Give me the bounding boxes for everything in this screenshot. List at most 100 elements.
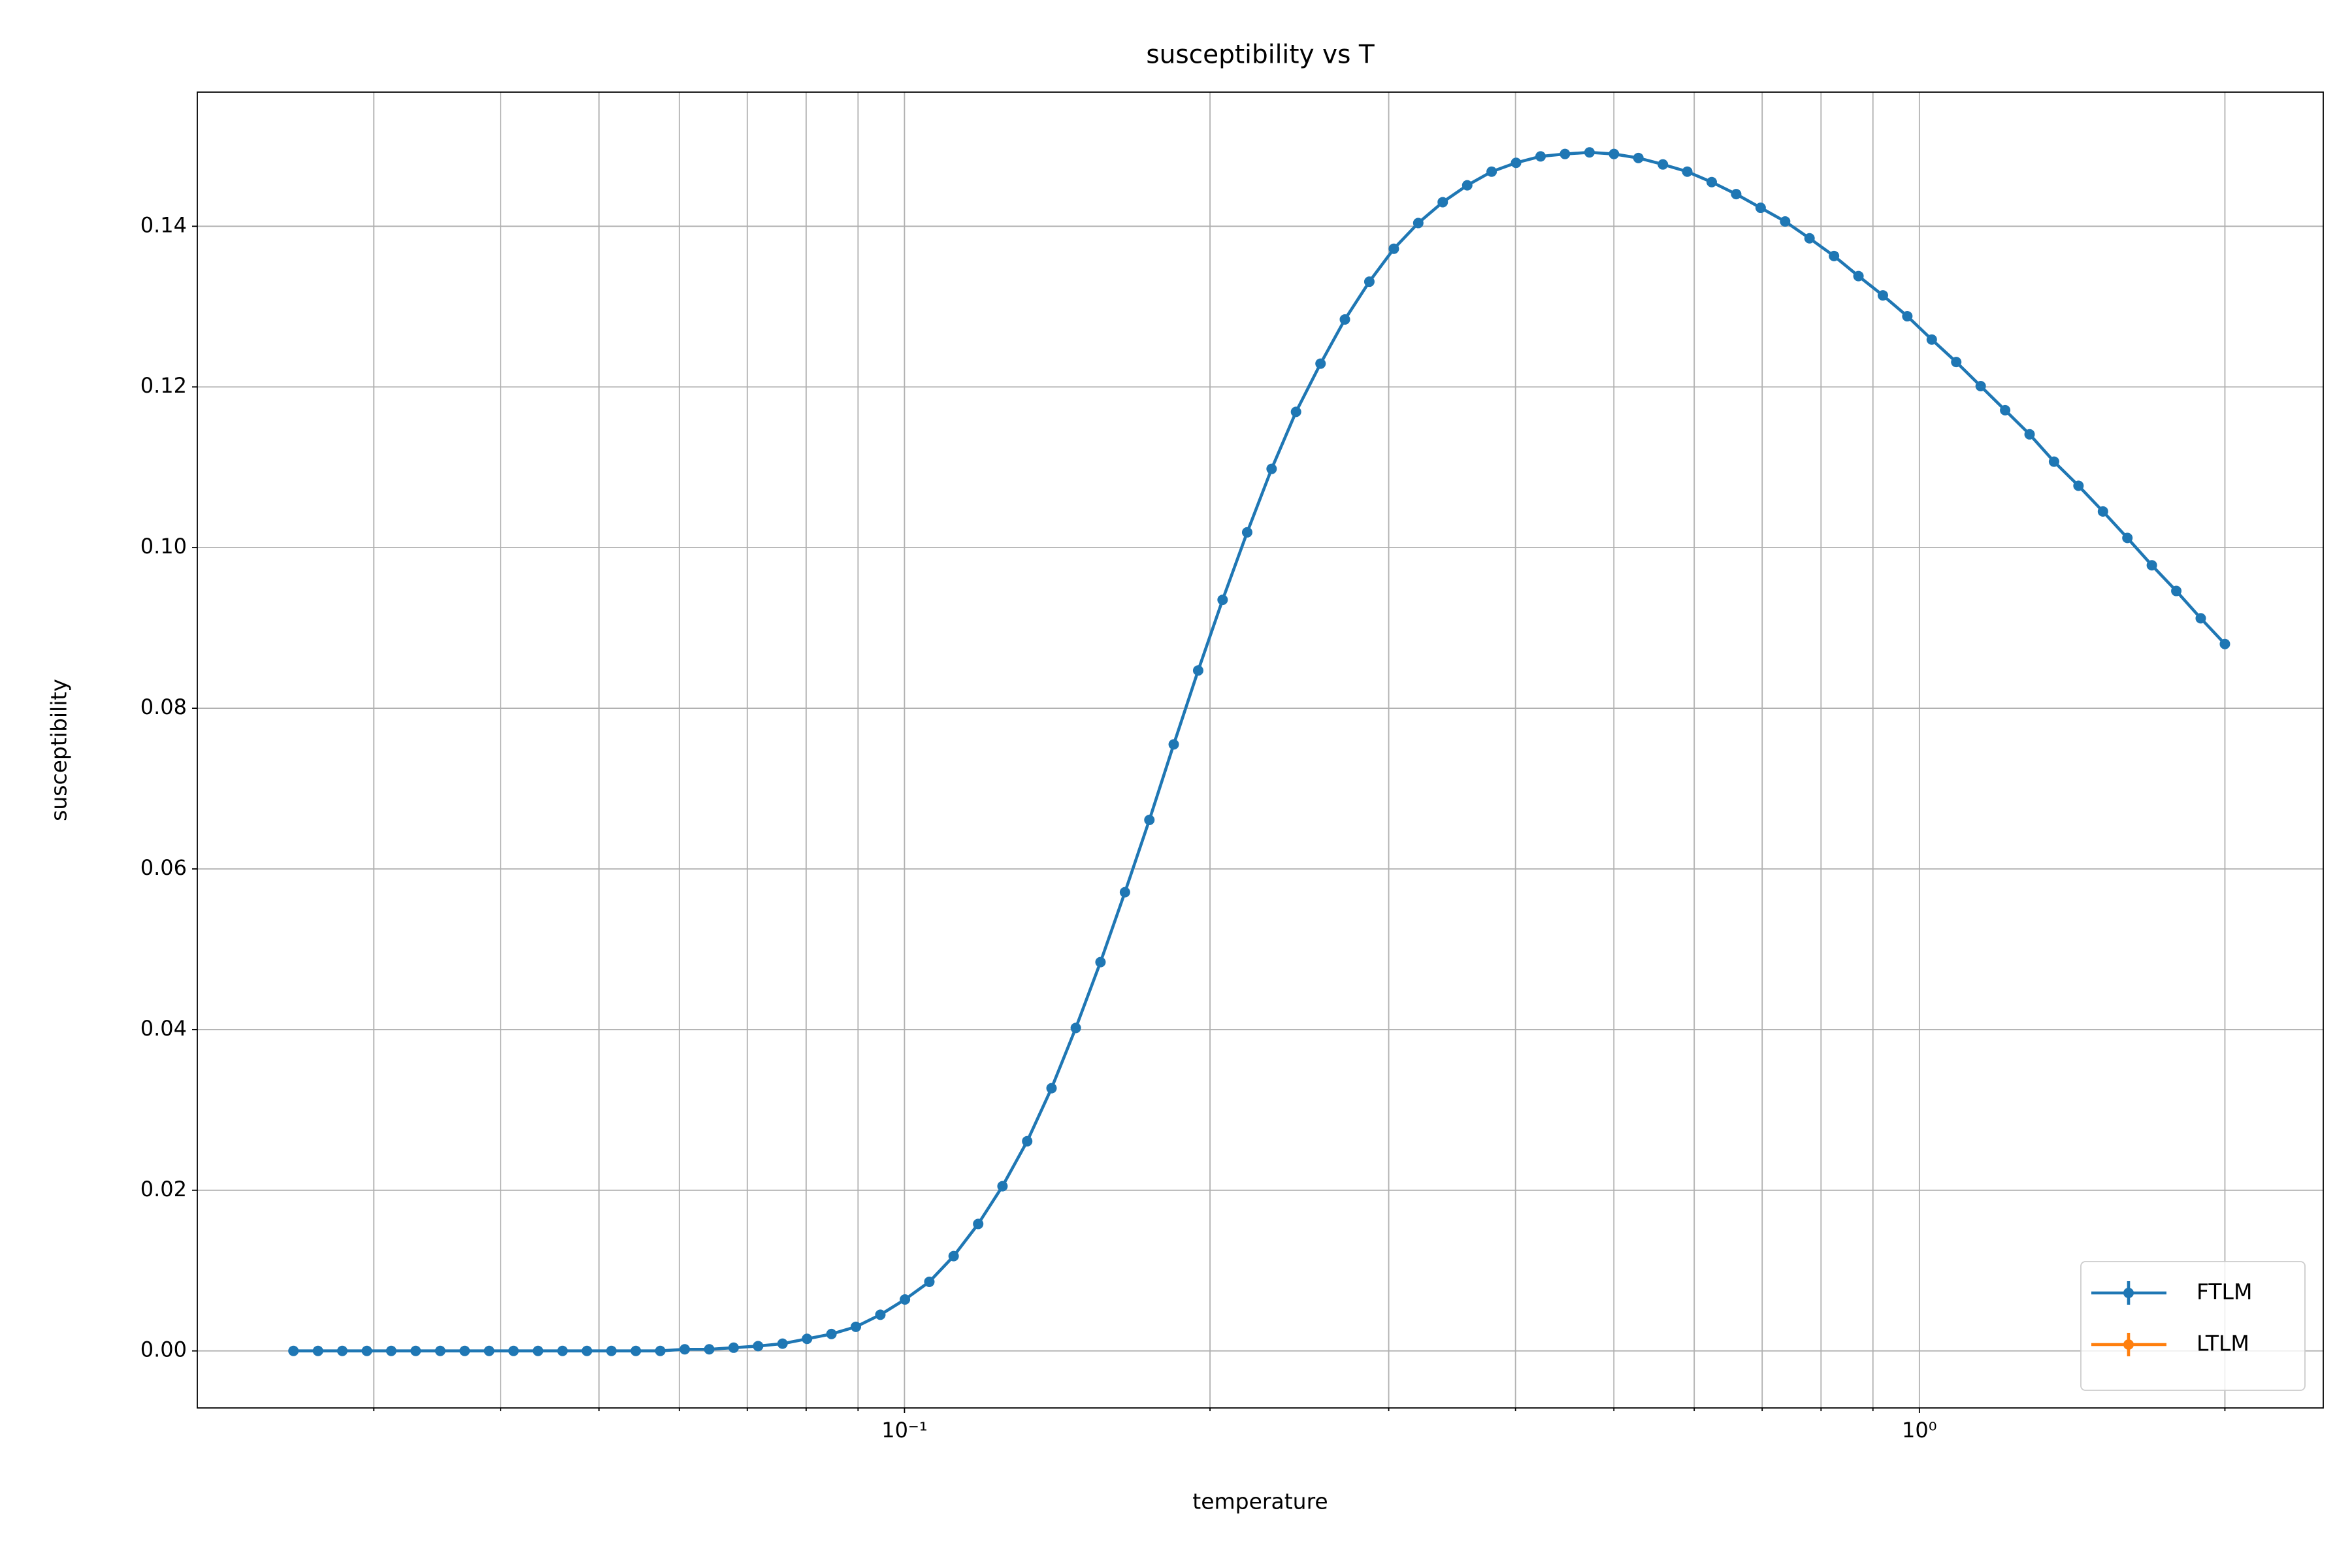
data-point	[1755, 203, 1766, 214]
plot-frame	[197, 91, 2324, 1409]
data-point	[1266, 463, 1277, 474]
data-point	[2122, 532, 2133, 544]
data-point	[1022, 1135, 1033, 1147]
data-point	[1364, 276, 1375, 287]
data-point	[1413, 218, 1424, 229]
data-point	[2000, 404, 2011, 416]
data-point	[1486, 166, 1497, 177]
data-point	[973, 1218, 984, 1230]
legend-box	[2080, 1261, 2306, 1391]
data-point	[532, 1345, 544, 1356]
legend-marker	[2123, 1288, 2134, 1298]
data-point	[1706, 176, 1717, 188]
data-point	[1241, 527, 1252, 538]
data-point	[410, 1345, 421, 1356]
data-point	[508, 1345, 519, 1356]
data-point	[434, 1345, 446, 1356]
data-point	[777, 1338, 788, 1349]
data-point	[2048, 456, 2059, 467]
data-point	[655, 1345, 666, 1356]
data-point	[1902, 311, 1913, 322]
data-point	[288, 1345, 299, 1356]
data-point	[1609, 148, 1620, 159]
data-point	[948, 1250, 959, 1262]
data-point	[1658, 159, 1669, 170]
data-point	[802, 1333, 813, 1345]
data-point	[1144, 814, 1155, 825]
legend-label: FTLM	[2197, 1279, 2252, 1305]
data-point	[704, 1344, 715, 1355]
data-point	[1560, 148, 1571, 159]
data-point	[1511, 157, 1522, 169]
data-point	[1315, 358, 1326, 369]
y-tick-label: 0.04	[140, 1016, 187, 1041]
legend: FTLM LTLM	[2080, 1261, 2306, 1391]
data-point	[312, 1345, 323, 1356]
data-point	[1535, 151, 1546, 162]
data-point	[1926, 334, 1937, 345]
data-point	[2171, 585, 2182, 596]
data-point	[1070, 1022, 1081, 1034]
data-point	[1682, 166, 1693, 177]
data-point	[1046, 1083, 1057, 1094]
data-point	[728, 1342, 739, 1353]
y-tick-label: 0.00	[140, 1337, 187, 1362]
data-point	[1095, 956, 1106, 968]
data-point	[1339, 314, 1350, 325]
data-point	[385, 1345, 397, 1356]
y-tick-label: 0.08	[140, 694, 187, 719]
chart-title: susceptibility vs T	[1146, 41, 1375, 70]
y-tick-label: 0.12	[140, 373, 187, 398]
data-point	[1853, 270, 1864, 282]
data-point	[361, 1345, 372, 1356]
data-point	[1731, 189, 1742, 200]
data-point	[1633, 152, 1644, 163]
data-point	[924, 1276, 935, 1287]
data-point	[581, 1345, 593, 1356]
data-point	[2146, 560, 2157, 571]
y-tick-label: 0.14	[140, 212, 187, 237]
x-tick-label: 10⁻¹	[881, 1418, 927, 1443]
data-point	[900, 1294, 911, 1305]
data-point	[851, 1321, 862, 1332]
y-tick-label: 0.06	[140, 855, 187, 880]
data-point	[1877, 290, 1888, 301]
data-point	[1951, 357, 1962, 368]
data-point	[1388, 243, 1399, 254]
data-point	[826, 1328, 837, 1339]
data-point	[753, 1341, 764, 1352]
data-point	[557, 1345, 568, 1356]
data-point	[2195, 613, 2206, 624]
data-point	[997, 1181, 1008, 1192]
data-point	[1168, 739, 1179, 750]
data-point	[1462, 180, 1473, 191]
data-point	[1217, 595, 1228, 606]
y-tick-label: 0.10	[140, 534, 187, 559]
data-point	[679, 1344, 691, 1355]
data-point	[2024, 429, 2035, 440]
x-axis-label: temperature	[1192, 1489, 1328, 1514]
legend-label: LTLM	[2197, 1331, 2249, 1356]
legend-marker	[2123, 1339, 2134, 1350]
data-point	[1290, 406, 1301, 417]
data-point	[2219, 638, 2230, 649]
data-point	[1780, 216, 1791, 227]
data-point	[1437, 197, 1448, 208]
data-point	[1119, 887, 1130, 898]
data-point	[1829, 250, 1840, 261]
data-point	[2097, 506, 2108, 517]
data-point	[2073, 480, 2084, 491]
data-point	[606, 1345, 617, 1356]
y-tick-label: 0.02	[140, 1177, 187, 1201]
y-axis-label: susceptibility	[46, 679, 72, 821]
data-point	[1975, 381, 1986, 392]
data-point	[1804, 233, 1815, 244]
data-point	[459, 1345, 470, 1356]
data-point	[1192, 665, 1203, 676]
data-point	[1584, 147, 1595, 158]
x-tick-label: 10⁰	[1902, 1418, 1937, 1443]
data-point	[483, 1345, 495, 1356]
data-point	[336, 1345, 348, 1356]
